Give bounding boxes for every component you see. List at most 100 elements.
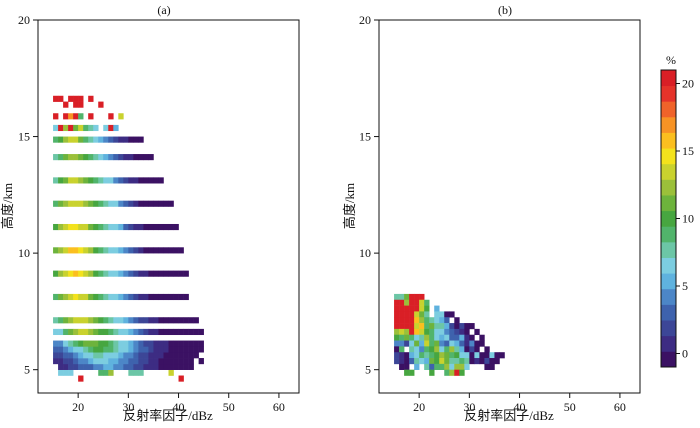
heatmap-cell [153, 340, 159, 347]
heatmap-cell [128, 270, 134, 277]
heatmap-cell [73, 363, 79, 370]
heatmap-cell [103, 317, 109, 324]
heatmap-cell [78, 317, 84, 324]
heatmap-cell [409, 299, 415, 306]
heatmap-cell [178, 346, 184, 353]
colorbar-swatch [661, 320, 676, 337]
heatmap-cell [68, 154, 74, 161]
heatmap-cell [183, 346, 189, 353]
heatmap-cell [153, 328, 159, 336]
y-tick-label: 20 [359, 13, 371, 27]
colorbar-swatch [661, 335, 676, 352]
heatmap-cell [158, 358, 164, 365]
heatmap-cell [88, 223, 94, 231]
heatmap-cell [88, 154, 94, 161]
heatmap-cell [83, 363, 89, 370]
heatmap-cell [464, 363, 470, 370]
heatmap-cell [123, 247, 129, 254]
heatmap-cell [464, 346, 470, 353]
heatmap-cell [168, 346, 174, 353]
heatmap-cell [434, 340, 440, 347]
heatmap-cell [58, 346, 64, 353]
heatmap-cell [88, 293, 94, 301]
heatmap-cell [93, 223, 99, 231]
heatmap-cell [148, 358, 154, 365]
heatmap-cell [128, 340, 134, 347]
heatmap-cell [474, 346, 480, 353]
heatmap-cell [404, 363, 410, 370]
heatmap-cell [419, 334, 425, 341]
heatmap-cell [143, 154, 149, 161]
heatmap-cell [434, 334, 440, 341]
heatmap-cell [103, 363, 109, 370]
heatmap-cell [68, 293, 74, 301]
heatmap-cell [444, 340, 450, 347]
heatmap-cell [479, 352, 485, 359]
heatmap-cell [419, 311, 425, 318]
heatmap-cell [409, 369, 415, 376]
heatmap-cell [439, 352, 445, 359]
heatmap-cell [53, 136, 59, 143]
heatmap-cell [138, 223, 144, 231]
heatmap-cell [183, 317, 189, 324]
colorbar-swatch [661, 273, 676, 290]
colorbar-swatch [661, 101, 676, 118]
heatmap-cell [404, 317, 410, 324]
heatmap-cell [158, 317, 164, 324]
heatmap-cell [429, 334, 435, 341]
heatmap-cell [464, 323, 470, 330]
heatmap-cell [414, 340, 420, 347]
heatmap-cell [118, 352, 124, 359]
heatmap-cell [454, 317, 460, 324]
heatmap-cell [198, 346, 204, 353]
heatmap-cell [444, 323, 450, 330]
heatmap-cell [434, 363, 440, 370]
heatmap-cell [63, 223, 69, 231]
heatmap-cell [118, 113, 124, 120]
heatmap-cell [73, 95, 79, 102]
heatmap-cell [183, 363, 189, 370]
y-tick-label: 15 [359, 130, 371, 144]
heatmap-cell [143, 200, 149, 207]
heatmap-cell [78, 363, 84, 370]
heatmap-cell [188, 317, 194, 324]
heatmap-cell [168, 340, 174, 347]
heatmap-cell [178, 340, 184, 347]
colorbar-tick-label: 10 [682, 212, 694, 226]
heatmap-cell [168, 200, 174, 207]
x-tick-label: 60 [273, 400, 285, 414]
heatmap-cell [449, 346, 455, 353]
heatmap-cell [449, 334, 455, 341]
heatmap-cell [158, 293, 164, 301]
heatmap-cell [163, 363, 169, 370]
heatmap-cell [93, 340, 99, 347]
heatmap-cell [98, 352, 104, 359]
heatmap-cell [58, 358, 64, 365]
heatmap-cell [439, 363, 445, 370]
heatmap-cell [113, 346, 119, 353]
axes-a: 20 30 40 50 60 5 10 15 20 [18, 13, 285, 414]
heatmap-cell [459, 369, 465, 376]
heatmap-cell [53, 124, 59, 132]
heatmap-cell [108, 124, 114, 132]
y-axis-label-b: 高度/km [342, 183, 357, 229]
heatmap-cell [78, 124, 84, 132]
heatmap-cell [113, 223, 119, 231]
heatmap-cell [108, 328, 114, 336]
heatmap-cell [409, 358, 415, 365]
heatmap-cell [193, 328, 199, 336]
colorbar-ticks: 0 5 10 15 20 [676, 77, 694, 361]
heatmap-cell [414, 328, 420, 336]
heatmap-cell [88, 113, 94, 120]
heatmap-cell [404, 328, 410, 336]
heatmap-cell [143, 363, 149, 370]
heatmap-cell [143, 270, 149, 277]
heatmap-cell [78, 328, 84, 336]
heatmap-cell [98, 358, 104, 365]
heatmap-cell [163, 270, 169, 277]
heatmap-cell [133, 136, 139, 143]
heatmap-cell [399, 328, 405, 336]
heatmap-cell [439, 358, 445, 365]
heatmap-cell [68, 223, 74, 231]
